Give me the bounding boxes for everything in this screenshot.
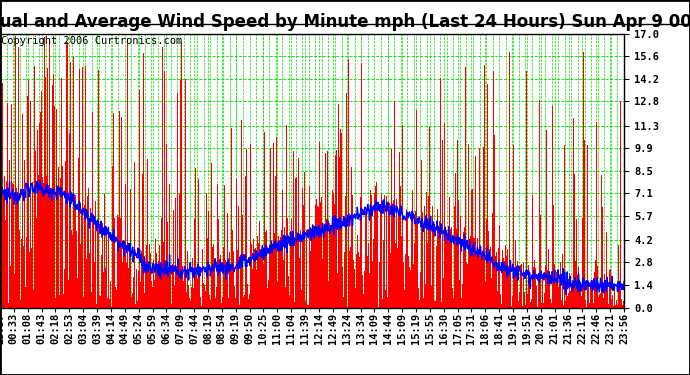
Text: Copyright 2006 Curtronics.com: Copyright 2006 Curtronics.com [1,36,182,46]
Text: Actual and Average Wind Speed by Minute mph (Last 24 Hours) Sun Apr 9 00:00: Actual and Average Wind Speed by Minute … [0,13,690,31]
